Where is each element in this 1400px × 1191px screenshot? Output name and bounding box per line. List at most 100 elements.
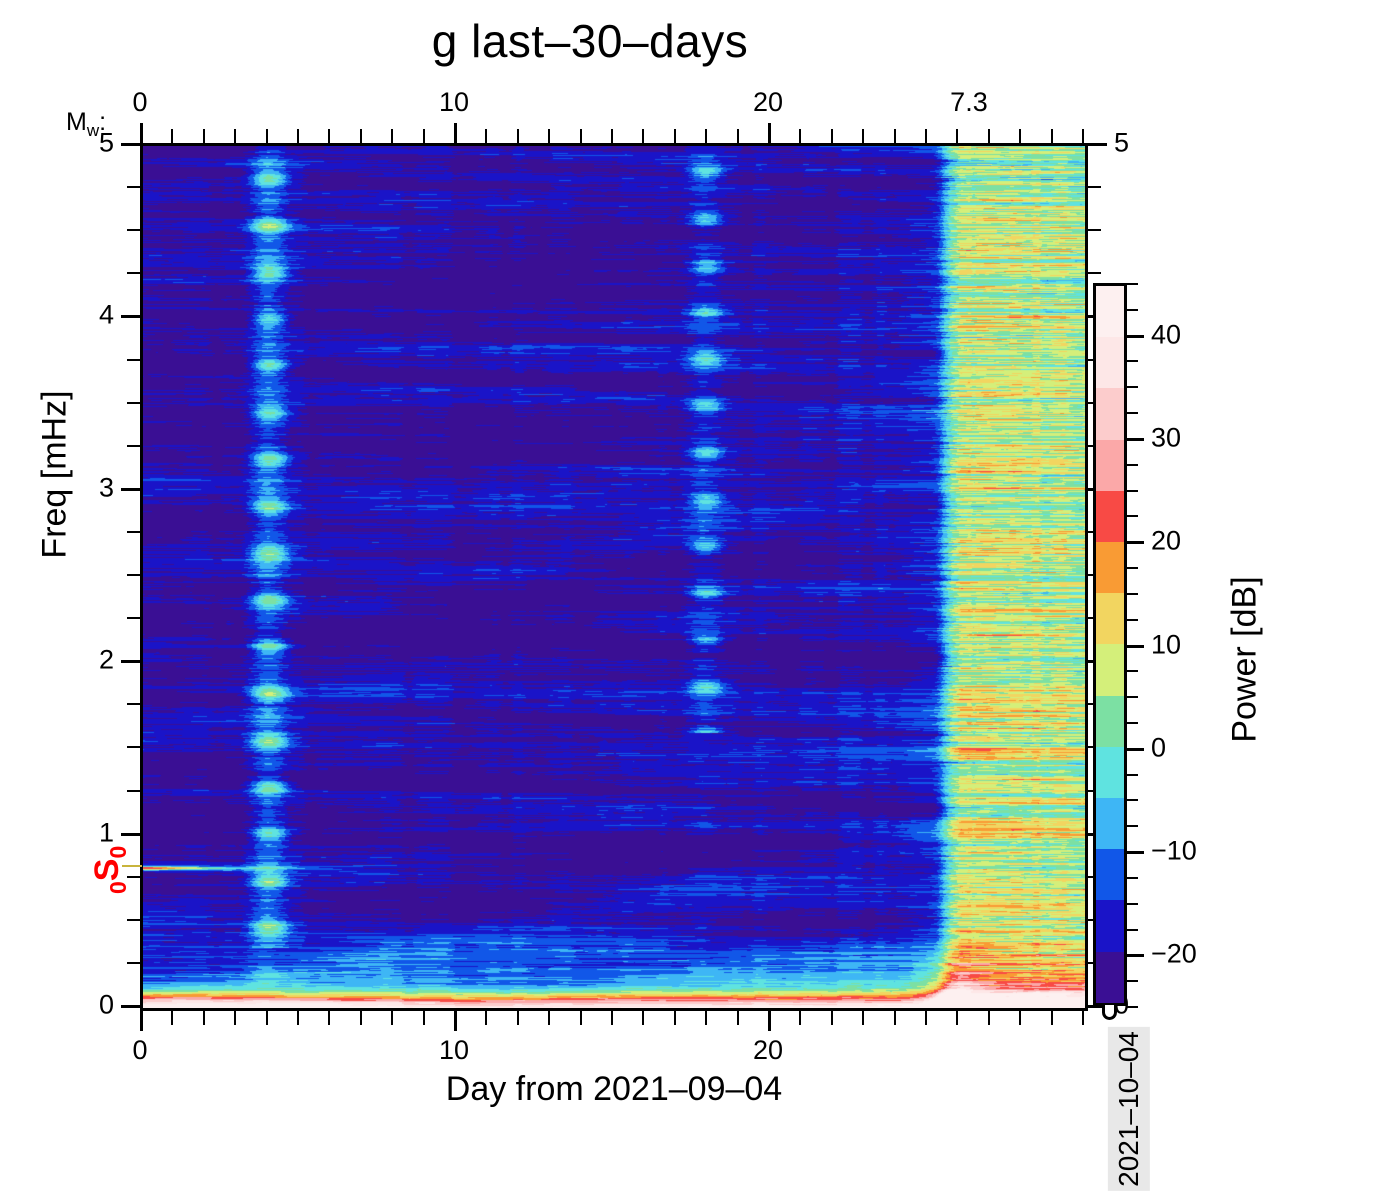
colorbar-tick-minor (1127, 515, 1138, 518)
colorbar-tick-minor (1127, 618, 1138, 621)
x-tick-minor (1082, 1011, 1084, 1025)
x-tick-minor (830, 129, 833, 143)
colorbar-band (1096, 593, 1124, 645)
colorbar-tick-minor (1127, 308, 1138, 311)
x-tick-minor (673, 129, 676, 143)
x-tick-minor (1019, 129, 1022, 143)
x-tick-minor (956, 1011, 959, 1025)
y-tick-minor (127, 961, 140, 964)
x-tick-minor (328, 129, 331, 143)
y-tick-minor (127, 186, 140, 189)
y-tick-minor (127, 703, 140, 706)
colorbar-tick-minor (1127, 980, 1138, 983)
x-tick-minor (705, 129, 708, 143)
y-tick-major (121, 143, 140, 146)
colorbar-tick-minor (1127, 902, 1138, 905)
x-tick-minor (736, 1011, 739, 1025)
y-tick-label: 2 (98, 644, 114, 675)
colorbar-tick-major (1127, 437, 1144, 441)
x-tick-minor (830, 1011, 833, 1025)
x-tick-major (454, 1011, 457, 1031)
y-tick-minor (1088, 229, 1101, 232)
colorbar-tick-label: 30 (1151, 422, 1182, 453)
x-tick-major (454, 123, 457, 143)
end-date-tag: 2021–10–04 (1107, 1027, 1150, 1191)
x-tick-minor (234, 129, 237, 143)
colorbar: −20 −10 0 10 20 30 40 (1093, 283, 1197, 1020)
x-tick-minor (1082, 129, 1084, 143)
x-tick-minor (1050, 129, 1053, 143)
x-tick-label: 10 (438, 87, 470, 117)
x-tick-minor (171, 129, 174, 143)
mode-annotation-0s0: 0S0 (88, 845, 132, 893)
x-tick-minor (1019, 1011, 1022, 1025)
x-tick-major (768, 123, 771, 143)
colorbar-band (1096, 951, 1124, 1003)
colorbar-band (1096, 695, 1124, 747)
mode-letter: S (88, 858, 127, 881)
x-tick-minor (736, 129, 739, 143)
colorbar-band (1096, 746, 1124, 799)
mode-annotation-leader-line (122, 864, 142, 867)
y-tick-label: 3 (98, 472, 114, 503)
x-tick-minor (579, 129, 582, 143)
x-tick-minor (359, 1011, 362, 1025)
x-tick-minor (234, 1011, 237, 1025)
x-tick-minor (799, 1011, 802, 1025)
colorbar-band (1096, 542, 1124, 594)
y-tick-minor (127, 789, 140, 792)
colorbar-tick-minor (1127, 360, 1138, 363)
mw-colon: : (99, 108, 107, 136)
x-tick-minor (611, 1011, 613, 1025)
colorbar-tick-minor (1127, 721, 1138, 724)
x-tick-minor (422, 129, 425, 143)
colorbar-tick-minor (1127, 799, 1138, 802)
x-tick-label: 0 (132, 87, 148, 117)
mw-letter: M (66, 108, 87, 136)
x-tick-minor (611, 129, 613, 143)
y-tick-minor (127, 574, 140, 576)
colorbar-tick-minor (1127, 1006, 1138, 1008)
x-tick-label: 20 (752, 87, 784, 117)
colorbar-tick-minor (1127, 386, 1138, 389)
x-tick-minor (171, 1011, 174, 1025)
page-title: g last–30–days (431, 15, 749, 67)
colorbar-band (1096, 798, 1124, 850)
y-tick-major (1088, 143, 1107, 146)
x-tick-minor (642, 1011, 645, 1025)
x-tick-minor (799, 129, 802, 143)
colorbar-tick-minor (1127, 592, 1138, 595)
x-tick-minor (956, 129, 959, 143)
colorbar-tick-minor (1127, 670, 1138, 673)
y-tick-minor (127, 229, 140, 232)
x-tick-minor (987, 1011, 990, 1025)
y-tick-major (121, 660, 140, 664)
x-tick-minor (391, 1011, 394, 1025)
colorbar-band (1096, 337, 1124, 389)
colorbar-underflow-arrow (1102, 1005, 1117, 1020)
y-tick-minor (127, 918, 140, 921)
y-tick-label: 5 (98, 127, 114, 158)
mw-subscript: w (86, 121, 100, 140)
y-tick-minor (127, 401, 140, 404)
x-tick-minor (925, 129, 927, 143)
colorbar-tick-minor (1127, 567, 1138, 570)
colorbar-tick-label: −10 (1151, 835, 1197, 866)
x-tick-minor (202, 129, 205, 143)
y-tick-label: 5 (1114, 127, 1130, 158)
colorbar-tick-minor (1127, 696, 1138, 699)
x-tick-minor (359, 129, 362, 143)
colorbar-band (1096, 388, 1124, 440)
x-tick-minor (673, 1011, 676, 1025)
x-tick-label: 20 (752, 1035, 784, 1065)
colorbar-band (1096, 286, 1124, 338)
x-tick-minor (391, 129, 394, 143)
x-tick-minor (1050, 1011, 1053, 1025)
x-tick-minor (485, 1011, 488, 1025)
y-tick-minor (127, 617, 140, 620)
colorbar-tick-major (1127, 541, 1144, 545)
x-tick-minor (516, 1011, 519, 1025)
y-tick-label: 1 (98, 817, 114, 848)
y-tick-label: 0 (98, 989, 114, 1020)
y-tick-label: 4 (98, 299, 114, 330)
